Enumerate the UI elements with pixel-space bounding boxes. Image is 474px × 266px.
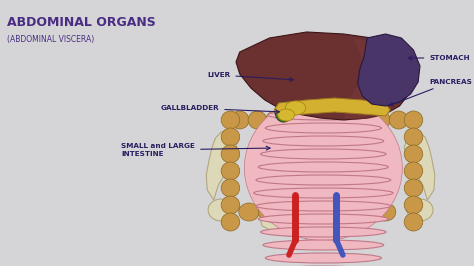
Polygon shape: [236, 32, 413, 120]
Ellipse shape: [256, 175, 391, 185]
Ellipse shape: [221, 162, 240, 180]
Polygon shape: [206, 132, 237, 200]
Ellipse shape: [221, 111, 240, 129]
Ellipse shape: [356, 203, 376, 221]
Ellipse shape: [221, 213, 240, 231]
Ellipse shape: [258, 214, 388, 224]
Ellipse shape: [319, 111, 337, 129]
Ellipse shape: [221, 128, 240, 146]
Polygon shape: [274, 98, 390, 116]
Ellipse shape: [278, 203, 298, 221]
Text: PANCREAS: PANCREAS: [389, 79, 472, 106]
Ellipse shape: [285, 101, 306, 115]
Polygon shape: [260, 218, 372, 238]
Text: SMALL and LARGE
INTESTINE: SMALL and LARGE INTESTINE: [121, 143, 270, 156]
Ellipse shape: [337, 111, 355, 129]
Ellipse shape: [266, 111, 284, 129]
Ellipse shape: [404, 111, 423, 129]
Ellipse shape: [337, 203, 357, 221]
Ellipse shape: [301, 111, 319, 129]
Ellipse shape: [275, 102, 292, 122]
Text: GALLBLADDER: GALLBLADDER: [161, 105, 279, 114]
Ellipse shape: [239, 203, 259, 221]
Ellipse shape: [265, 123, 382, 133]
Ellipse shape: [245, 95, 402, 240]
Ellipse shape: [297, 203, 318, 221]
Ellipse shape: [263, 136, 384, 146]
Polygon shape: [404, 132, 435, 200]
Ellipse shape: [263, 240, 384, 250]
Ellipse shape: [404, 196, 423, 214]
Text: ABDOMINAL ORGANS: ABDOMINAL ORGANS: [8, 16, 156, 29]
Ellipse shape: [221, 196, 240, 214]
Ellipse shape: [221, 145, 240, 163]
Ellipse shape: [248, 111, 267, 129]
Ellipse shape: [407, 199, 433, 221]
Text: STOMACH: STOMACH: [408, 55, 470, 61]
Ellipse shape: [256, 201, 391, 211]
Ellipse shape: [404, 128, 423, 146]
Ellipse shape: [270, 97, 377, 107]
Ellipse shape: [375, 203, 396, 221]
Ellipse shape: [404, 145, 423, 163]
Ellipse shape: [404, 162, 423, 180]
Ellipse shape: [317, 203, 337, 221]
Ellipse shape: [261, 227, 386, 237]
Ellipse shape: [265, 253, 382, 263]
Text: (ABDOMINAL VISCERA): (ABDOMINAL VISCERA): [8, 35, 95, 44]
Ellipse shape: [278, 109, 294, 121]
Ellipse shape: [258, 162, 388, 172]
Ellipse shape: [283, 111, 302, 129]
Ellipse shape: [404, 179, 423, 197]
Ellipse shape: [268, 110, 379, 120]
Ellipse shape: [254, 188, 393, 198]
Polygon shape: [358, 34, 420, 106]
Ellipse shape: [208, 199, 234, 221]
Text: LIVER: LIVER: [207, 72, 293, 81]
Ellipse shape: [354, 111, 373, 129]
Polygon shape: [344, 38, 410, 120]
Ellipse shape: [389, 111, 408, 129]
Ellipse shape: [258, 203, 279, 221]
Ellipse shape: [230, 111, 249, 129]
Ellipse shape: [404, 213, 423, 231]
Polygon shape: [292, 214, 335, 243]
Ellipse shape: [372, 111, 390, 129]
Ellipse shape: [261, 149, 386, 159]
Ellipse shape: [221, 179, 240, 197]
